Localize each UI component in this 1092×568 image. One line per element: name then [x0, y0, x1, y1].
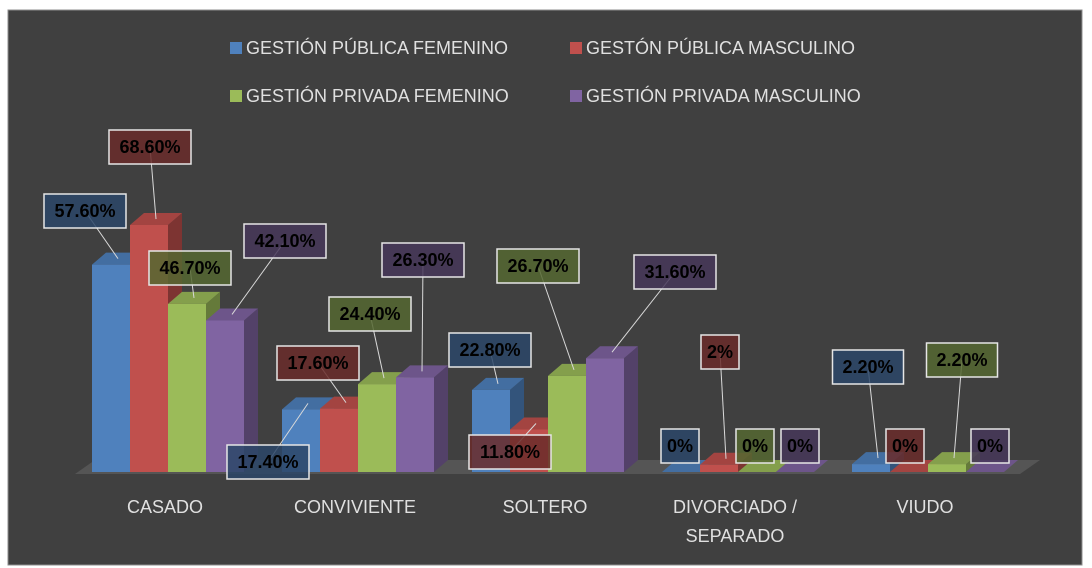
data-label: 0% [787, 436, 813, 456]
data-label: 42.10% [254, 231, 315, 251]
bar-face [928, 464, 966, 472]
bar [396, 365, 448, 472]
data-label-box [925, 342, 999, 378]
data-label-box [633, 254, 717, 290]
data-label-box [243, 223, 327, 259]
data-label-box [226, 444, 310, 480]
bar-face [358, 384, 396, 472]
x-tick-label: CONVIVIENTE [293, 497, 417, 517]
data-label-box [970, 428, 1010, 464]
legend-swatch [570, 42, 582, 54]
legend-label: GESTIÓN PRIVADA MASCULINO [586, 85, 861, 106]
legend-swatch [570, 90, 582, 102]
bar [586, 346, 638, 472]
data-label-box [780, 428, 820, 464]
bar-face [434, 365, 448, 472]
data-label-box [328, 296, 412, 332]
data-label: 57.60% [54, 201, 115, 221]
data-label-box [381, 242, 465, 278]
data-label: 24.40% [339, 304, 400, 324]
data-label: 46.70% [159, 258, 220, 278]
data-label-box [700, 334, 740, 370]
data-label: 0% [977, 436, 1003, 456]
data-label: 68.60% [119, 137, 180, 157]
data-label: 17.40% [237, 452, 298, 472]
bar-face [244, 308, 258, 472]
x-tick-label: SOLTERO [502, 497, 588, 517]
data-label: 11.80% [480, 442, 540, 462]
data-label-box [735, 428, 775, 464]
bar-face [586, 358, 624, 472]
data-label-box [660, 428, 700, 464]
data-label: 22.80% [459, 340, 520, 360]
data-label-box [276, 345, 360, 381]
data-label: 2% [707, 342, 733, 362]
x-tick-label: VIUDO [896, 497, 954, 517]
data-label-box [468, 434, 552, 470]
bar-face [396, 377, 434, 472]
bar-face [92, 264, 130, 472]
data-label: 26.70% [507, 256, 568, 276]
legend-label: GESTIÓN PRIVADA FEMENINO [246, 85, 509, 106]
legend-swatch [230, 90, 242, 102]
x-tick-label: DIVORCIADO / SEPARADO [672, 497, 797, 546]
data-label: 2.20% [936, 350, 987, 370]
data-label: 0% [667, 436, 693, 456]
bar-face [130, 225, 168, 472]
data-label: 26.30% [392, 250, 453, 270]
legend-swatch [230, 42, 242, 54]
data-label-box [831, 349, 905, 385]
legend-label: GESTIÓN PÚBLICA FEMENINO [246, 37, 508, 58]
data-label-box [43, 193, 127, 229]
bar-face [168, 303, 206, 472]
bar-face [206, 320, 244, 472]
bar-face [320, 408, 358, 472]
bar-face [624, 346, 638, 472]
data-label-box [448, 332, 532, 368]
bar-face [700, 464, 738, 472]
data-label-box [885, 428, 925, 464]
data-label-box [148, 250, 232, 286]
bar-face [852, 464, 890, 472]
data-label: 0% [742, 436, 768, 456]
data-label-box [108, 129, 192, 165]
data-label: 17.60% [287, 353, 348, 373]
data-label-box [496, 248, 580, 284]
data-label: 31.60% [644, 262, 705, 282]
data-label: 0% [892, 436, 918, 456]
leader-line [421, 259, 424, 372]
leader-line [719, 351, 727, 459]
legend-label: GESTÓN PÚBLICA MASCULINO [586, 37, 855, 58]
x-tick-label: CASADO [126, 497, 204, 517]
data-label: 2.20% [842, 357, 893, 377]
bar-face [548, 375, 586, 472]
